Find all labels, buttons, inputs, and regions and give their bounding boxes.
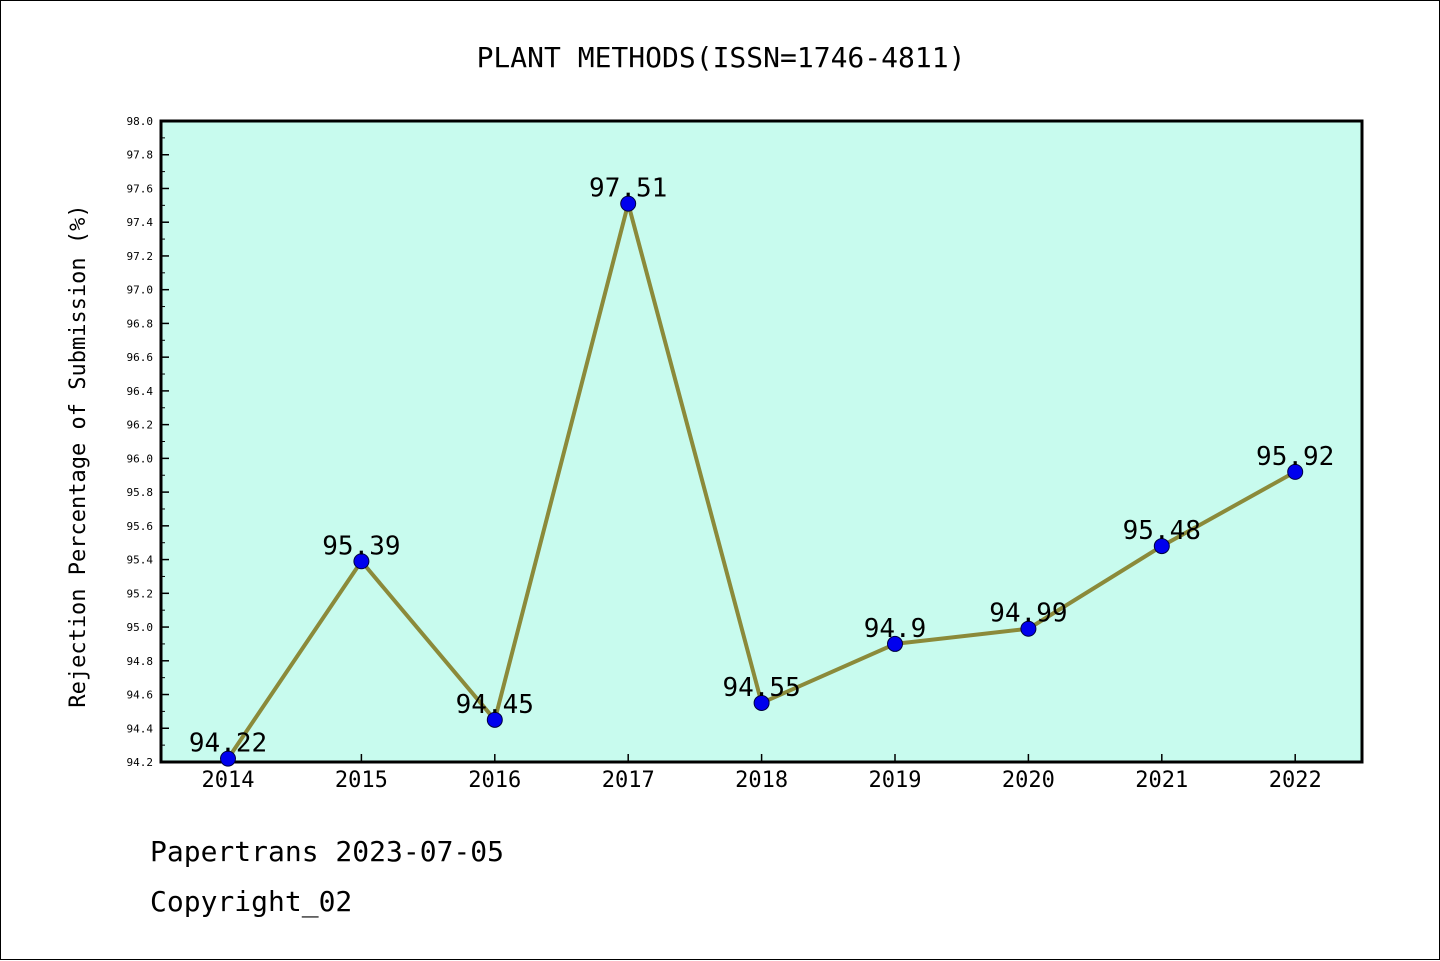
x-tick-label: 2022 [1269, 768, 1322, 793]
y-tick-label: 97.4 [127, 216, 154, 229]
x-tick-label: 2016 [468, 768, 521, 793]
data-point [887, 635, 903, 652]
y-axis: 94.2 94.4 94.6 94.8 95.0 95.2 95.4 95.6 95.8 96.0… [127, 115, 169, 769]
y-tick-label: 96.6 [127, 351, 154, 364]
footer-date-text: Papertrans 2023-07-05 [150, 835, 505, 868]
y-tick-label: 98.0 [127, 115, 154, 128]
y-tick-label: 94.8 [127, 655, 154, 668]
data-label: 94.55 [722, 673, 800, 703]
y-tick-label: 97.2 [127, 250, 154, 263]
plot-area [159, 119, 1364, 764]
data-point [486, 711, 503, 728]
x-tick-label: 2019 [869, 768, 922, 793]
data-label: 94.99 [989, 599, 1067, 629]
y-tick-label: 97.8 [127, 149, 154, 162]
x-tick-label: 2017 [602, 768, 655, 793]
data-point [1287, 463, 1304, 480]
y-tick-label: 96.4 [127, 385, 154, 398]
data-label: 95.39 [322, 531, 400, 561]
footer-copyright-text: Copyright_02 [150, 885, 353, 918]
y-tick-label: 96.0 [127, 452, 154, 465]
x-tick-label: 2015 [335, 768, 388, 793]
y-tick-label: 94.6 [127, 689, 154, 702]
y-axis-label: Rejection Percentage of Submission (%) [66, 204, 91, 707]
data-point [353, 553, 370, 570]
y-tick-label: 95.0 [127, 621, 154, 634]
data-point [620, 195, 637, 212]
data-label: 97.51 [589, 174, 667, 204]
y-tick-label: 95.2 [127, 587, 154, 600]
y-tick-label: 95.8 [127, 486, 154, 499]
y-tick-label: 96.2 [127, 419, 154, 432]
data-label: 95.92 [1256, 442, 1334, 472]
y-tick-label: 95.6 [127, 520, 154, 533]
x-tick-label: 2020 [1002, 768, 1055, 793]
y-tick-label: 96.8 [127, 317, 154, 330]
x-tick-label: 2014 [202, 768, 255, 793]
data-points [220, 195, 1304, 767]
x-tick-label: 2018 [735, 768, 788, 793]
y-tick-label: 97.6 [127, 182, 154, 195]
chart-title: PLANT METHODS(ISSN=1746-4811) [477, 41, 966, 74]
y-tick-label: 94.2 [127, 756, 154, 769]
data-label: 94.22 [189, 729, 267, 759]
y-tick-label: 97.0 [127, 284, 154, 297]
data-point [1153, 538, 1170, 555]
x-tick-label: 2021 [1135, 768, 1188, 793]
y-tick-label: 94.4 [127, 722, 154, 735]
data-label: 94.45 [456, 690, 534, 720]
x-axis: 2014 2015 2016 2017 2018 2019 2020 2021 2022 [202, 754, 1322, 793]
y-tick-label: 95.4 [127, 554, 154, 567]
data-label: 94.9 [864, 614, 927, 644]
data-point [1020, 620, 1037, 637]
data-point [220, 750, 236, 767]
data-label: 95.48 [1123, 516, 1201, 546]
data-labels: 94.22 95.39 94.45 97.51 94.55 94.9 94.99 95.48 9… [189, 174, 1334, 759]
data-point [753, 694, 770, 711]
